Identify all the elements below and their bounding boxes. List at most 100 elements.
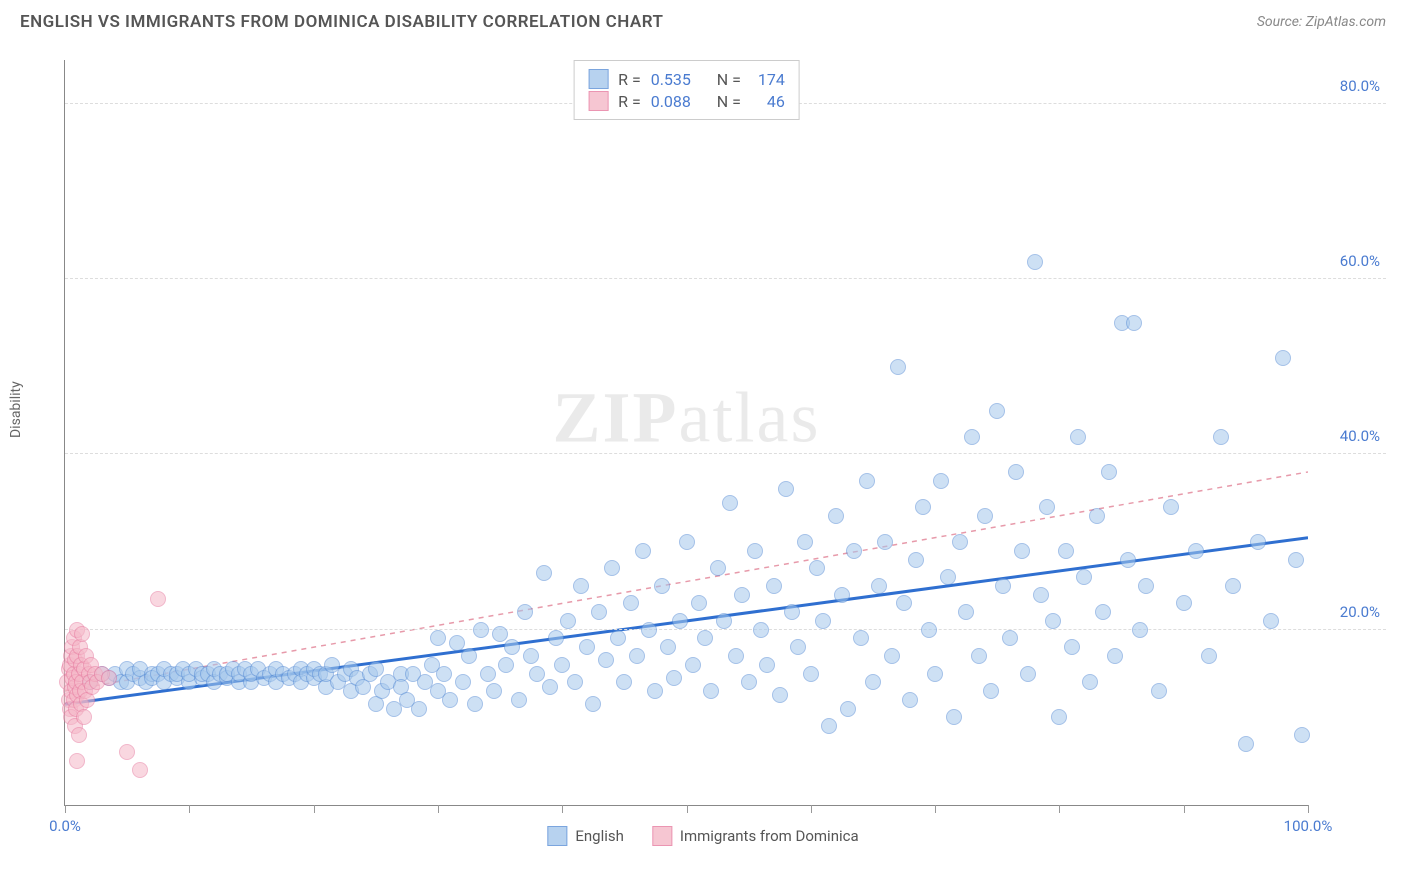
data-point-english	[1045, 613, 1061, 629]
data-point-english	[548, 630, 564, 646]
legend-swatch-bottom-dominica	[652, 826, 672, 846]
data-point-english	[933, 473, 949, 489]
data-point-english	[828, 508, 844, 524]
source-prefix: Source:	[1257, 14, 1306, 30]
data-point-english	[797, 534, 813, 550]
data-point-english	[635, 543, 651, 559]
data-point-english	[492, 626, 508, 642]
data-point-english	[890, 359, 906, 375]
data-point-english	[697, 630, 713, 646]
watermark: ZIPatlas	[553, 376, 821, 459]
data-point-dominica	[76, 709, 92, 725]
data-point-english	[1238, 736, 1254, 752]
data-point-english	[1033, 587, 1049, 603]
y-tick-label: 60.0%	[1340, 252, 1380, 270]
data-point-english	[958, 604, 974, 620]
data-point-english	[716, 613, 732, 629]
data-point-english	[1132, 622, 1148, 638]
trend-lines	[65, 60, 1308, 805]
x-tick	[1308, 805, 1309, 813]
data-point-english	[654, 578, 670, 594]
gridline	[65, 453, 1386, 454]
data-point-english	[728, 648, 744, 664]
data-point-english	[995, 578, 1011, 594]
data-point-english	[927, 666, 943, 682]
data-point-english	[915, 499, 931, 515]
data-point-english	[784, 604, 800, 620]
data-point-english	[579, 639, 595, 655]
data-point-english	[368, 661, 384, 677]
data-point-english	[853, 630, 869, 646]
data-point-english	[846, 543, 862, 559]
legend-label-english: English	[575, 827, 624, 845]
data-point-english	[560, 613, 576, 629]
n-value-english: 174	[751, 70, 785, 89]
data-point-english	[504, 639, 520, 655]
data-point-english	[461, 648, 477, 664]
data-point-english	[660, 639, 676, 655]
data-point-english	[902, 692, 918, 708]
r-label: R =	[618, 92, 641, 111]
data-point-english	[498, 657, 514, 673]
data-point-english	[685, 657, 701, 673]
data-point-english	[1101, 464, 1117, 480]
data-point-dominica	[74, 626, 90, 642]
data-point-english	[722, 495, 738, 511]
data-point-english	[908, 552, 924, 568]
data-point-english	[641, 622, 657, 638]
data-point-english	[542, 679, 558, 695]
x-tick	[314, 805, 315, 813]
data-point-dominica	[150, 591, 166, 607]
source-name: ZipAtlas.com	[1306, 14, 1386, 30]
data-point-english	[1064, 639, 1080, 655]
data-point-english	[964, 429, 980, 445]
data-point-english	[567, 674, 583, 690]
data-point-english	[865, 674, 881, 690]
data-point-english	[1076, 569, 1092, 585]
data-point-english	[623, 595, 639, 611]
data-point-english	[877, 534, 893, 550]
data-point-english	[455, 674, 471, 690]
data-point-english	[747, 543, 763, 559]
series-legend: English Immigrants from Dominica	[547, 826, 858, 846]
y-tick-label: 40.0%	[1340, 427, 1380, 445]
data-point-english	[1176, 595, 1192, 611]
data-point-english	[1201, 648, 1217, 664]
data-point-english	[772, 687, 788, 703]
gridline	[65, 629, 1386, 630]
data-point-english	[436, 666, 452, 682]
data-point-english	[884, 648, 900, 664]
data-point-english	[1120, 552, 1136, 568]
data-point-english	[946, 709, 962, 725]
data-point-english	[529, 666, 545, 682]
data-point-english	[691, 595, 707, 611]
data-point-dominica	[119, 744, 135, 760]
data-point-english	[1151, 683, 1167, 699]
data-point-english	[585, 696, 601, 712]
legend-item-english: English	[547, 826, 624, 846]
data-point-english	[859, 473, 875, 489]
data-point-english	[467, 696, 483, 712]
chart-source: Source: ZipAtlas.com	[1257, 14, 1386, 30]
correlation-legend: R =0.535N =174R =0.088N =46	[573, 60, 800, 120]
data-point-english	[523, 648, 539, 664]
data-point-english	[753, 622, 769, 638]
data-point-dominica	[69, 753, 85, 769]
r-value-dominica: 0.088	[651, 92, 707, 111]
data-point-english	[629, 648, 645, 664]
data-point-english	[840, 701, 856, 717]
legend-row-english: R =0.535N =174	[588, 69, 785, 89]
legend-label-dominica: Immigrants from Dominica	[680, 827, 859, 845]
r-value-english: 0.535	[651, 70, 707, 89]
data-point-english	[1070, 429, 1086, 445]
data-point-english	[1263, 613, 1279, 629]
data-point-english	[940, 569, 956, 585]
x-tick	[1184, 805, 1185, 813]
data-point-english	[1288, 552, 1304, 568]
data-point-english	[977, 508, 993, 524]
x-tick	[189, 805, 190, 813]
data-point-english	[616, 674, 632, 690]
data-point-dominica	[132, 762, 148, 778]
data-point-english	[1039, 499, 1055, 515]
n-label: N =	[717, 92, 741, 111]
